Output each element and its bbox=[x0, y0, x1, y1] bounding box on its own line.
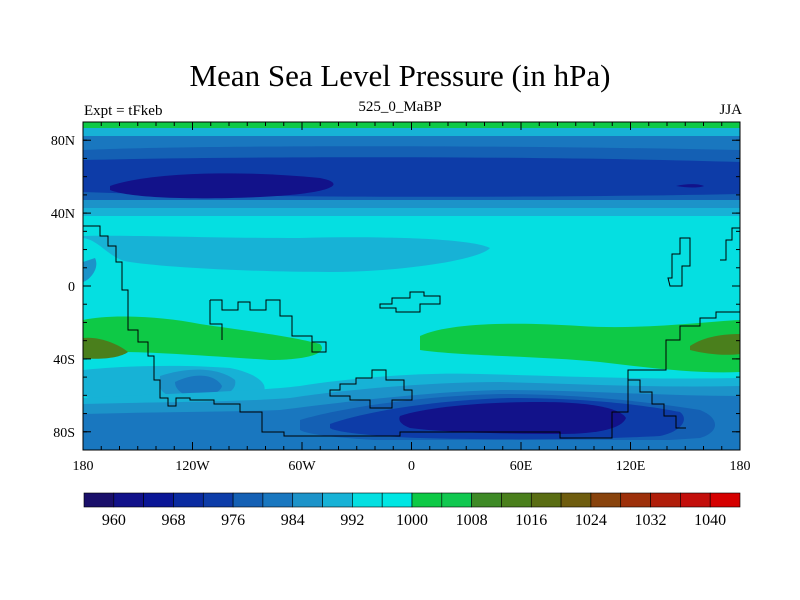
y-tick-label: 40S bbox=[53, 353, 75, 368]
contour-tropic-988-west bbox=[83, 258, 97, 282]
colorbar-swatch bbox=[352, 492, 383, 508]
colorbar-swatch bbox=[83, 492, 115, 508]
season-label: JJA bbox=[719, 102, 742, 118]
contour-field bbox=[83, 122, 740, 450]
y-tick-label: 40N bbox=[51, 207, 75, 222]
contour-tropic-1004-indian bbox=[420, 320, 740, 373]
contour-tropic-996-west bbox=[83, 235, 490, 272]
colorbar-swatch bbox=[501, 492, 532, 508]
colorbar-swatch bbox=[530, 492, 562, 508]
colorbar-swatch bbox=[560, 492, 592, 508]
contour-north-968-east bbox=[676, 184, 704, 188]
contour-north-994 bbox=[83, 208, 740, 216]
x-tick-label: 120W bbox=[175, 459, 210, 474]
y-tick-label: 80S bbox=[53, 426, 75, 441]
colorbar-label: 1016 bbox=[515, 512, 547, 529]
colorbar-label: 1024 bbox=[575, 512, 607, 529]
experiment-label: Expt = tFkeb bbox=[84, 103, 163, 119]
map-title: Mean Sea Level Pressure (in hPa) bbox=[189, 58, 611, 93]
coastline-central-island bbox=[379, 291, 441, 313]
colorbar-swatch bbox=[262, 492, 294, 508]
colorbar: 960 968 976 984 992 1000 1008 1016 1024 1032 1040 bbox=[83, 492, 741, 529]
colorbar-swatch bbox=[471, 492, 502, 508]
colorbar-label: 1000 bbox=[396, 512, 428, 529]
colorbar-swatch bbox=[590, 492, 622, 508]
colorbar-label: 960 bbox=[102, 512, 126, 529]
contour-south-968 bbox=[399, 402, 626, 434]
colorbar-label: 984 bbox=[281, 512, 305, 529]
contour-north-968-low bbox=[110, 173, 334, 199]
colorbar-swatch bbox=[709, 492, 741, 508]
colorbar-label: 968 bbox=[161, 512, 185, 529]
x-tick-label: 60E bbox=[510, 459, 533, 474]
y-tick-label: 0 bbox=[68, 280, 75, 295]
x-tick-label: 180 bbox=[730, 459, 751, 474]
colorbar-swatch bbox=[202, 492, 234, 508]
colorbar-swatch bbox=[113, 492, 144, 508]
colorbar-swatch bbox=[680, 492, 711, 508]
contour-tropic-980-southwest bbox=[175, 375, 222, 397]
colorbar-swatch bbox=[650, 492, 681, 508]
x-tick-label: 180 bbox=[73, 459, 94, 474]
x-tick-label: 60W bbox=[288, 459, 316, 474]
colorbar-swatch bbox=[173, 492, 204, 508]
colorbar-swatch bbox=[441, 492, 472, 508]
coastline-east-peninsula bbox=[667, 237, 691, 287]
coastline-southeast-steps bbox=[628, 379, 686, 429]
contour-north-988 bbox=[83, 200, 740, 210]
y-tick-label: 80N bbox=[51, 134, 75, 149]
x-tick-label: 0 bbox=[408, 459, 415, 474]
colorbar-swatch bbox=[620, 492, 651, 508]
period-label: 525_0_MaBP bbox=[358, 99, 442, 115]
axis-ticks: 180 120W 60W 0 60E 120E 180 80N 40N 0 40S 80S bbox=[51, 121, 751, 474]
coastline-west-continent bbox=[83, 225, 740, 439]
coastlines bbox=[83, 225, 740, 439]
contour-tropic-1012-west bbox=[83, 337, 128, 359]
colorbar-label: 976 bbox=[221, 512, 245, 529]
colorbar-swatch bbox=[232, 492, 264, 508]
colorbar-swatch bbox=[322, 492, 353, 508]
colorbar-swatch bbox=[411, 492, 443, 508]
coastline-west-interior-2 bbox=[209, 300, 223, 340]
colorbar-label: 992 bbox=[340, 512, 364, 529]
colorbar-swatch bbox=[143, 492, 174, 508]
coastline-east-edge bbox=[720, 227, 740, 261]
x-tick-label: 120E bbox=[616, 459, 646, 474]
colorbar-label: 1008 bbox=[456, 512, 488, 529]
colorbar-label: 1032 bbox=[635, 512, 667, 529]
contour-tropic-1004-pacific bbox=[83, 316, 322, 360]
contour-tropic-1012-east bbox=[690, 334, 740, 355]
coastline-west-interior-1 bbox=[210, 299, 327, 353]
colorbar-swatch bbox=[292, 492, 323, 508]
colorbar-label: 1040 bbox=[694, 512, 726, 529]
colorbar-swatch bbox=[381, 492, 413, 508]
coastline-south-island bbox=[329, 369, 413, 409]
